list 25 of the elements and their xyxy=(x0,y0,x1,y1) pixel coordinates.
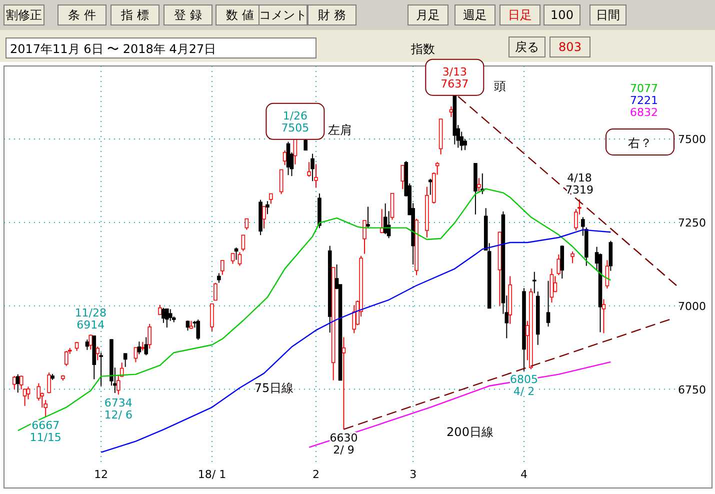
y-tick-label: 7500 xyxy=(678,133,706,146)
y-tick-label: 7000 xyxy=(678,300,706,313)
annotation: 7221 xyxy=(630,94,658,107)
chart-title: 指数 xyxy=(410,42,435,56)
x-tick-label: 12 xyxy=(94,468,108,481)
annotation: 左肩 xyxy=(328,123,352,137)
x-tick-label: 3 xyxy=(410,468,417,481)
x-tick-label: 18/ 1 xyxy=(198,468,226,481)
annotation: 右？ xyxy=(628,136,652,150)
annotation: 6832 xyxy=(630,106,658,119)
annotation: 75日線 xyxy=(254,381,294,395)
x-tick-label: 2 xyxy=(312,468,320,481)
annotation: 頭 xyxy=(494,79,506,93)
annotation: 6667 11/15 xyxy=(30,418,62,444)
x-tick-label: 4 xyxy=(520,468,528,481)
annotation: 1/26 7505 xyxy=(281,109,310,134)
annotation: 200日線 xyxy=(446,425,494,439)
annotation: 4/18 7319 xyxy=(565,171,594,196)
annotation: 11/28 6914 xyxy=(74,306,107,332)
annotation: 7077 xyxy=(630,82,658,95)
chart-subtitle: 2017年11月 6日 〜 2018年 4月27日 xyxy=(10,42,216,56)
annotation: 6734 12/ 6 xyxy=(104,396,132,422)
annotation: 3/13 7637 xyxy=(440,65,469,90)
y-tick-label: 7250 xyxy=(678,216,706,230)
y-tick-label: 6750 xyxy=(678,383,706,396)
